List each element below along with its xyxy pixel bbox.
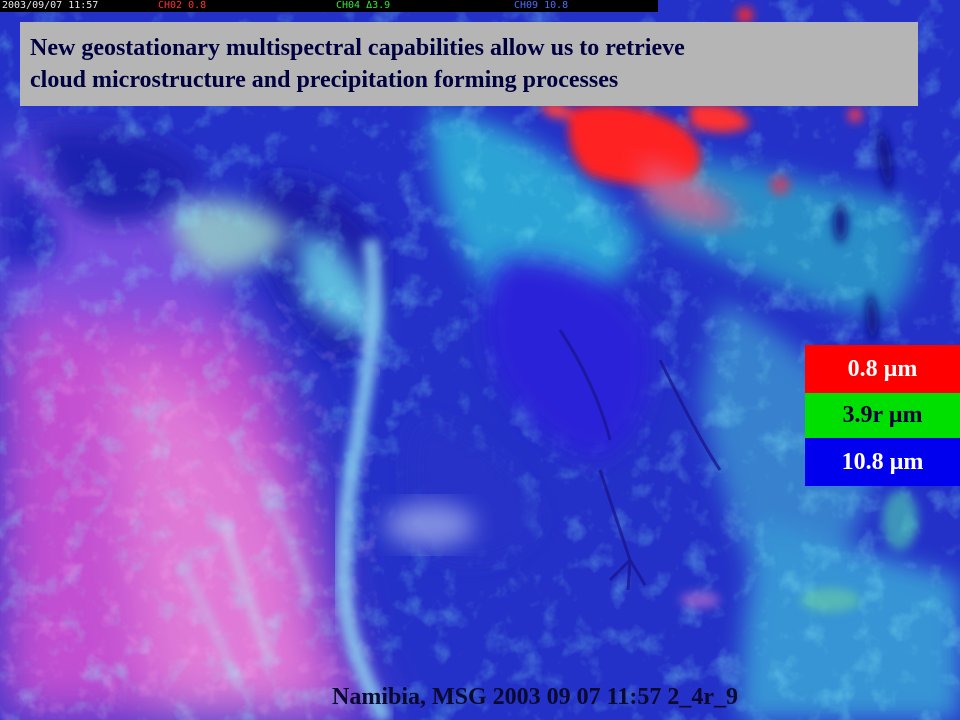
timestamp: 2003/09/07 11:57 [2,0,99,11]
channel-red-label: CH02 0.8 [158,0,207,11]
slide-title: New geostationary multispectral capabili… [20,22,918,106]
channel-green-label: CH04 Δ3.9 [336,0,391,11]
image-caption: Namibia, MSG 2003 09 07 11:57 2_4r_9 [332,684,738,710]
channel-legend: 0.8 µm 3.9r µm 10.8 µm [805,345,960,486]
channel-blue-label: CH09 10.8 [514,0,569,11]
legend-red-channel: 0.8 µm [805,345,960,393]
legend-blue-channel: 10.8 µm [805,438,960,486]
legend-green-channel: 3.9r µm [805,393,960,438]
title-line-2: cloud microstructure and precipitation f… [30,67,619,93]
title-line-1: New geostationary multispectral capabili… [30,35,685,61]
channel-header-bar: 2003/09/07 11:57 CH02 0.8 CH04 Δ3.9 CH09… [0,0,658,12]
